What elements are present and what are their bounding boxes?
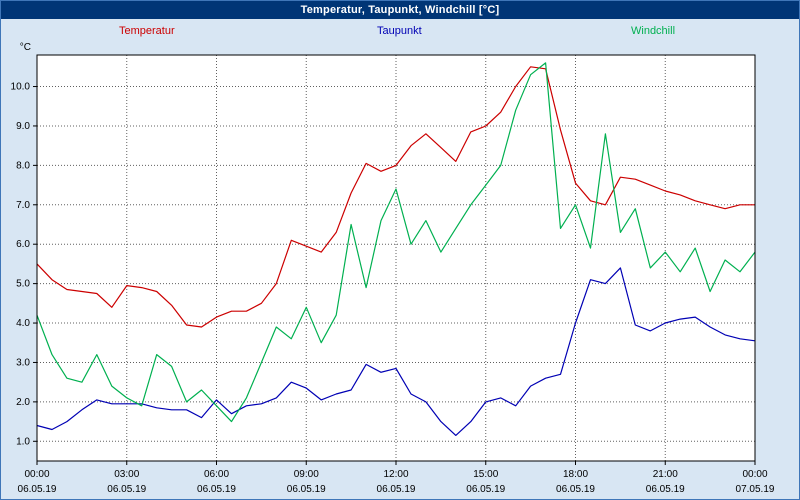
plot-area	[37, 55, 755, 461]
x-tick-time-label: 06:00	[204, 469, 229, 480]
y-tick-label: 7.0	[16, 200, 30, 211]
x-tick-date-label: 06.05.19	[377, 484, 416, 495]
legend: Temperatur Taupunkt Windchill	[1, 25, 799, 41]
y-tick-label: 4.0	[16, 318, 30, 329]
x-tick-time-label: 00:00	[742, 469, 767, 480]
y-tick-label: 1.0	[16, 436, 30, 447]
x-tick-date-label: 06.05.19	[197, 484, 236, 495]
y-tick-label: 2.0	[16, 397, 30, 408]
axis-labels: °C 1.0 2.0 3.0 4.0 5.0 6.0 7.0 8.0 9.0 10.0 00:00 06…	[11, 42, 775, 495]
x-tick-time-label: 03:00	[114, 469, 139, 480]
series-windchill	[36, 62, 756, 423]
x-tick-date-label: 07.05.19	[736, 484, 775, 495]
x-tick-date-label: 06.05.19	[18, 484, 57, 495]
y-tick-label: 6.0	[16, 239, 30, 250]
x-tick-date-label: 06.05.19	[646, 484, 685, 495]
x-tick-time-label: 12:00	[383, 469, 408, 480]
legend-windchill: Windchill	[631, 25, 676, 37]
y-tick-label: 5.0	[16, 279, 30, 290]
y-tick-label: 3.0	[16, 357, 30, 368]
y-tick-label: 9.0	[16, 121, 30, 132]
y-tick-label: 8.0	[16, 160, 30, 171]
x-tick-date-label: 06.05.19	[466, 484, 505, 495]
legend-temperatur: Temperatur	[119, 25, 175, 37]
x-tick-date-label: 06.05.19	[107, 484, 146, 495]
title-bar: Temperatur, Taupunkt, Windchill [°C]	[1, 1, 799, 19]
chart-canvas: °C 1.0 2.0 3.0 4.0 5.0 6.0 7.0 8.0 9.0 10.0 00:00 06…	[11, 42, 775, 495]
legend-taupunkt: Taupunkt	[377, 25, 422, 37]
x-tick-time-label: 15:00	[473, 469, 498, 480]
x-tick-date-label: 06.05.19	[556, 484, 595, 495]
x-tick-time-label: 00:00	[24, 469, 49, 480]
series-taupunkt	[36, 267, 756, 436]
x-tick-time-label: 18:00	[563, 469, 588, 480]
axis-ticks	[33, 86, 756, 465]
x-tick-time-label: 09:00	[294, 469, 319, 480]
y-axis-unit-label: °C	[20, 42, 31, 53]
x-tick-time-label: 21:00	[653, 469, 678, 480]
y-tick-label: 10.0	[11, 82, 31, 93]
series-temperatur	[36, 66, 755, 328]
x-tick-date-label: 06.05.19	[287, 484, 326, 495]
chart-area: °C 1.0 2.0 3.0 4.0 5.0 6.0 7.0 8.0 9.0 10.0 00:00 06…	[1, 41, 799, 499]
plot-border	[36, 54, 756, 462]
window-title: Temperatur, Taupunkt, Windchill [°C]	[300, 4, 500, 16]
